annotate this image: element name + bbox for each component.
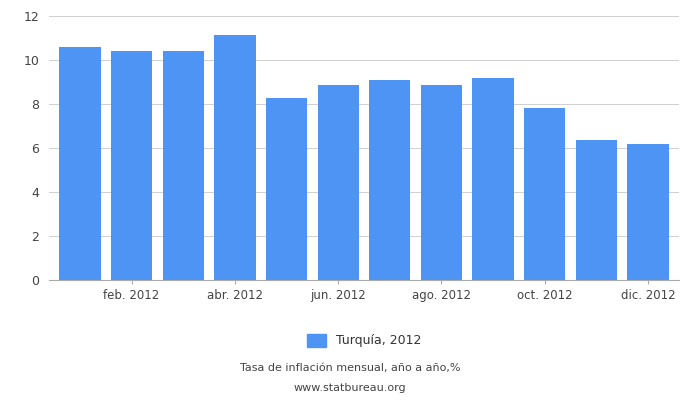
Bar — [421, 85, 462, 280]
Bar — [111, 50, 153, 280]
Bar — [575, 140, 617, 280]
Text: Tasa de inflación mensual, año a año,%: Tasa de inflación mensual, año a año,% — [239, 363, 461, 373]
Bar — [627, 144, 668, 280]
Bar — [473, 78, 514, 280]
Bar — [214, 35, 256, 280]
Text: www.statbureau.org: www.statbureau.org — [294, 383, 406, 393]
Bar — [162, 50, 204, 280]
Bar — [60, 46, 101, 280]
Bar — [318, 85, 359, 280]
Bar — [369, 80, 410, 280]
Bar — [266, 98, 307, 280]
Legend: Turquía, 2012: Turquía, 2012 — [307, 334, 421, 347]
Bar — [524, 108, 566, 280]
